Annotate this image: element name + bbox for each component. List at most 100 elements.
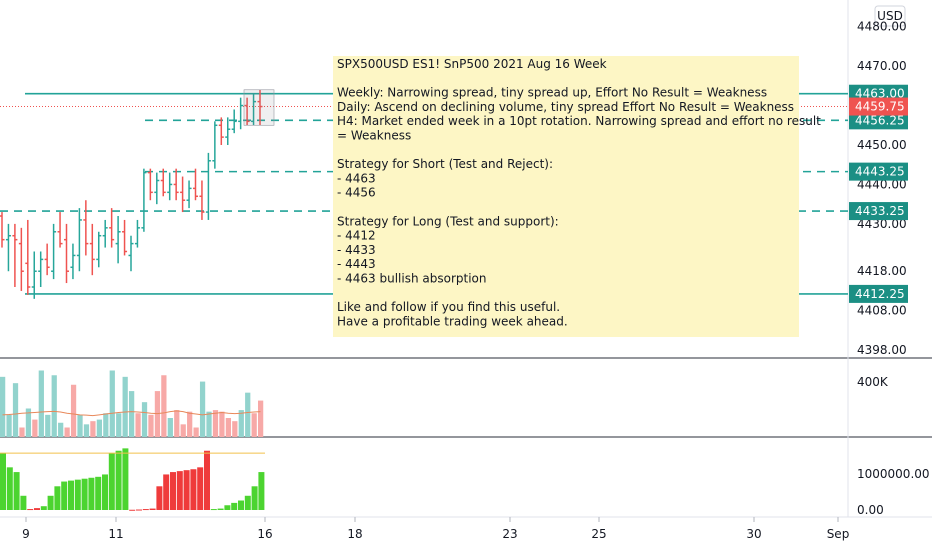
price-tick-label: 4480.00 [857,20,907,34]
candle [38,251,44,287]
candle [51,223,57,280]
indicator-bar [81,478,88,510]
candle [218,117,224,145]
indicator-axis-label: 1000000.00 [857,467,930,481]
indicator-bar [54,486,61,510]
volume-pane [0,370,264,437]
candle [128,235,134,272]
time-tick-label: 18 [347,527,362,541]
indicator-bar [129,509,136,511]
volume-bar [219,411,225,437]
last-price-tag [849,97,908,116]
candle [199,180,205,220]
time-tick-label: Sep [827,527,850,541]
volume-bar [135,413,141,437]
time-axis[interactable]: 9 11 16 18 23 25 30 Sep [22,517,849,541]
volume-bar [103,413,109,437]
indicator-bar [102,474,108,510]
note-line: Daily: Ascend on declining volume, tiny … [337,100,794,114]
indicator-bar [27,509,34,511]
note-line: Strategy for Long (Test and support): [337,214,559,228]
candle [57,212,63,248]
volume-bar [148,414,154,437]
candle [251,93,257,126]
note-line: Like and follow if you find this useful. [337,300,560,314]
candle [193,168,198,201]
indicator-bar [224,505,231,510]
candle [44,243,50,276]
note-line: - 4433 [337,243,376,257]
candle [18,227,24,291]
candle [167,172,173,201]
candle [147,168,153,201]
indicator-bar [88,477,95,510]
highlight-box [243,89,275,126]
indicator-bar [149,508,156,510]
candle [205,152,211,220]
volume-bar [129,391,135,437]
candle [141,168,147,232]
indicator-bar [176,471,183,510]
time-tick-label: 30 [746,527,761,541]
indicator-bar [40,506,47,510]
candle [83,200,89,256]
candle [212,121,218,169]
indicator-bar [136,509,142,511]
last-price-tag-label: 4459.75 [855,100,905,114]
indicator-bar [13,472,20,510]
candle [154,172,160,205]
level-price-tag-label: 4412.25 [855,287,905,301]
price-tick-label: 4430.00 [857,217,907,231]
candle [238,97,244,130]
indicator-bar [156,486,163,510]
volume-bar [77,414,83,437]
volume-bar [6,414,12,437]
candle [186,180,192,209]
indicator-bar [183,470,190,510]
candlestick-series [0,89,275,299]
volume-bar [116,413,122,437]
indicator-bar [217,508,224,510]
candle [12,223,18,287]
volume-bar [193,427,199,437]
indicator-bar [95,476,102,510]
price-tick-label: 4418.00 [857,264,907,278]
volume-bar [38,370,44,437]
candle [160,168,166,197]
note-line: - 4463 [337,171,376,185]
level-price-tag [849,162,908,181]
analysis-note[interactable]: SPX500USD ES1! SnP500 2021 Aug 16 Week We… [333,56,821,337]
volume-bar [199,381,206,437]
indicator-bar [231,502,238,510]
time-tick-label: 16 [257,527,272,541]
indicator-bar [115,450,122,510]
candle [76,208,82,272]
price-tick-label: 4440.00 [857,177,907,191]
indicator-bar [251,486,258,510]
volume-ma-line [2,410,261,417]
time-tick-label: 23 [502,527,517,541]
volume-bar [187,411,193,437]
currency-button [874,5,906,27]
volume-bar [122,376,128,437]
volume-bar [180,424,186,437]
volume-bar [12,383,19,437]
note-line: - 4443 [337,257,376,271]
time-tick-label: 11 [108,527,123,541]
candle [231,109,237,134]
price-axis[interactable]: USD4480.004470.004460.004450.004440.0044… [849,5,930,517]
indicator-bar [34,508,40,510]
volume-bar [32,419,38,437]
volume-bar [251,413,257,437]
level-price-tag [849,284,908,303]
level-price-tag [849,202,908,221]
candle [102,219,108,248]
price-tick-label: 4398.00 [857,343,907,357]
note-line: - 4456 [337,186,376,200]
note-line: Strategy for Short (Test and Reject): [337,157,553,171]
candle [115,216,121,264]
indicator-bar [47,495,54,510]
candle [25,219,31,295]
volume-bar [83,424,90,437]
